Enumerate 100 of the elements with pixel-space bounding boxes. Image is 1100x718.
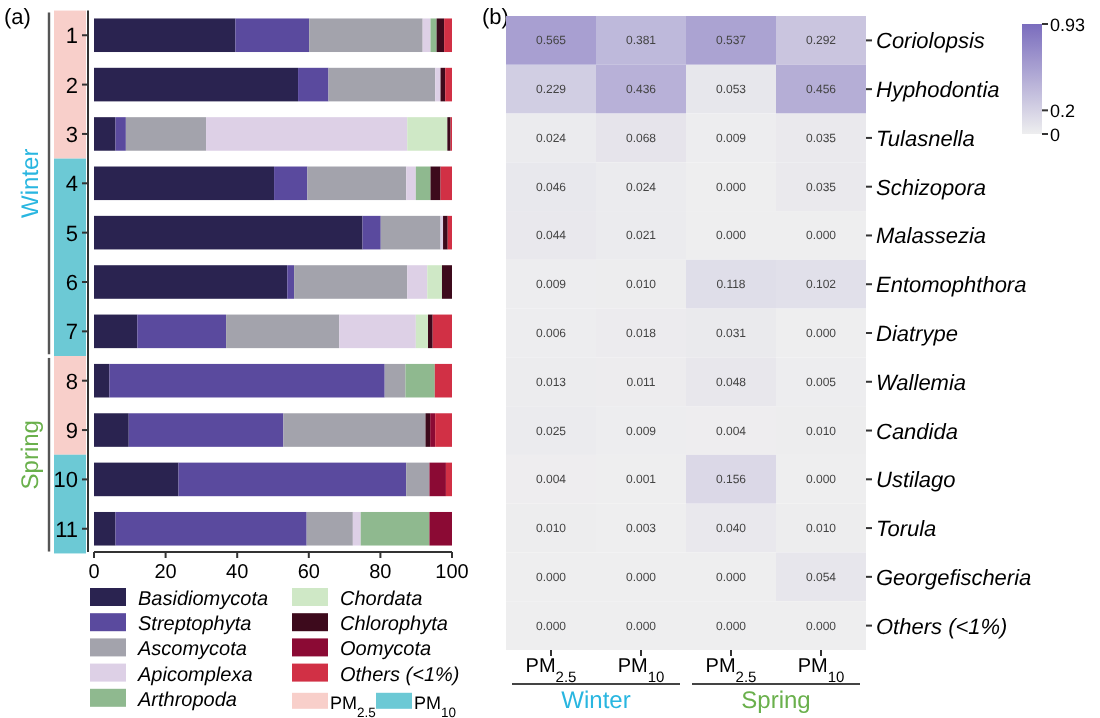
- y-tick-label: Schizopora: [876, 176, 987, 201]
- bar: [235, 18, 310, 53]
- bar: [94, 314, 138, 349]
- x-tick-label: PM$_{10}$: [617, 656, 665, 685]
- legend-label: Oomycota: [340, 639, 433, 662]
- bar: [339, 314, 416, 349]
- y-tick-label: 10: [53, 469, 78, 494]
- text: PM$_{2.5}$: [330, 692, 377, 718]
- bar: [440, 166, 452, 201]
- y-tick-label: Coriolopsis: [876, 30, 986, 55]
- legend-label: Basidiomycota: [138, 589, 269, 611]
- y-tick-label: 6: [65, 272, 78, 296]
- bar: [137, 314, 227, 349]
- bar: [384, 363, 406, 398]
- x-tick-label: 60: [297, 562, 321, 584]
- x-tick-label: 0: [88, 562, 101, 584]
- y-tick-label: Georgefischeria: [876, 566, 1032, 591]
- bar: [445, 462, 452, 497]
- bar: [115, 117, 126, 151]
- bar: [294, 265, 408, 299]
- bar: [94, 265, 288, 299]
- y-tick-label: 1: [65, 25, 78, 50]
- bar: [406, 462, 430, 497]
- x-tick-label: PM$_{10}$: [797, 656, 845, 685]
- bar: [94, 511, 116, 546]
- bar: [436, 18, 445, 53]
- y-tick-label: Others (<1%): [876, 615, 1009, 640]
- bar: [360, 511, 430, 546]
- legend-label: Apicomplexa: [136, 664, 254, 687]
- y-tick-label: 4: [65, 173, 78, 198]
- y-tick-label: Malassezia: [876, 225, 987, 250]
- bar: [430, 166, 441, 201]
- legend-label: Chordata: [340, 589, 424, 611]
- bar: [178, 462, 407, 497]
- bar: [430, 18, 437, 53]
- bar: [435, 413, 452, 447]
- bar: [407, 265, 428, 299]
- bar: [407, 117, 448, 151]
- y-tick-label: 11: [55, 518, 78, 543]
- x-tick-label: 20: [154, 562, 178, 584]
- bar: [306, 511, 353, 546]
- bar: [115, 511, 307, 546]
- y-tick-label: Wallemia: [876, 371, 967, 396]
- bar: [226, 314, 340, 349]
- bar: [432, 314, 452, 349]
- bar: [109, 363, 385, 398]
- bar: [94, 18, 236, 53]
- y-tick-label: Tulasnella: [876, 127, 975, 152]
- text: PM$_{10}$: [414, 692, 457, 718]
- text: Winter: [561, 686, 631, 714]
- y-tick-label: 2: [65, 74, 78, 99]
- bar: [445, 67, 452, 102]
- bar: [380, 215, 441, 250]
- y-tick-label: Candida: [876, 420, 958, 445]
- bar: [415, 314, 429, 349]
- bar: [362, 215, 381, 250]
- bar: [435, 67, 441, 102]
- bar: [405, 363, 435, 398]
- chart-title: (a): [4, 6, 31, 30]
- bar: [94, 67, 299, 102]
- bar: [94, 215, 363, 250]
- bar: [128, 413, 284, 447]
- bar: [434, 363, 452, 398]
- color-bar-label: 0.93: [1050, 15, 1086, 35]
- y-tick-label: Torula: [876, 518, 937, 543]
- bar: [429, 511, 452, 546]
- bar: [406, 166, 416, 201]
- legend-label: Others (<1%): [340, 664, 460, 687]
- y-tick-label: Diatrype: [876, 323, 958, 347]
- text: Winter: [16, 148, 44, 218]
- legend-label: Arthropoda: [136, 689, 238, 712]
- y-tick-label: Ustilago: [876, 469, 956, 494]
- bar: [352, 511, 361, 546]
- x-tick-label: PM$_{2.5}$: [705, 656, 757, 685]
- y-tick-label: 3: [65, 123, 78, 148]
- bar: [307, 166, 407, 201]
- bar: [415, 166, 431, 201]
- bar: [94, 117, 116, 151]
- x-tick-label: 100: [435, 562, 470, 584]
- x-tick-label: 40: [226, 562, 250, 584]
- y-tick-label: 7: [65, 321, 78, 346]
- bar: [206, 117, 408, 151]
- y-tick-label: Hyphodontia: [876, 79, 1000, 104]
- bar: [283, 413, 426, 447]
- bar: [94, 166, 275, 201]
- color-bar-label: 0.2: [1050, 101, 1076, 122]
- bar: [430, 413, 436, 447]
- bar: [274, 166, 308, 201]
- text: Spring: [16, 420, 44, 490]
- y-tick-label: 9: [65, 420, 78, 445]
- bar: [287, 265, 295, 299]
- x-tick-label: PM$_{2.5}$: [525, 656, 577, 685]
- x-tick-label: 80: [369, 562, 393, 584]
- bar: [94, 462, 179, 497]
- bar: [94, 413, 129, 447]
- legend-label: Chlorophyta: [340, 614, 449, 637]
- bar: [427, 265, 442, 299]
- y-tick-label: 8: [65, 370, 78, 395]
- bar: [298, 67, 329, 102]
- bar: [328, 67, 436, 102]
